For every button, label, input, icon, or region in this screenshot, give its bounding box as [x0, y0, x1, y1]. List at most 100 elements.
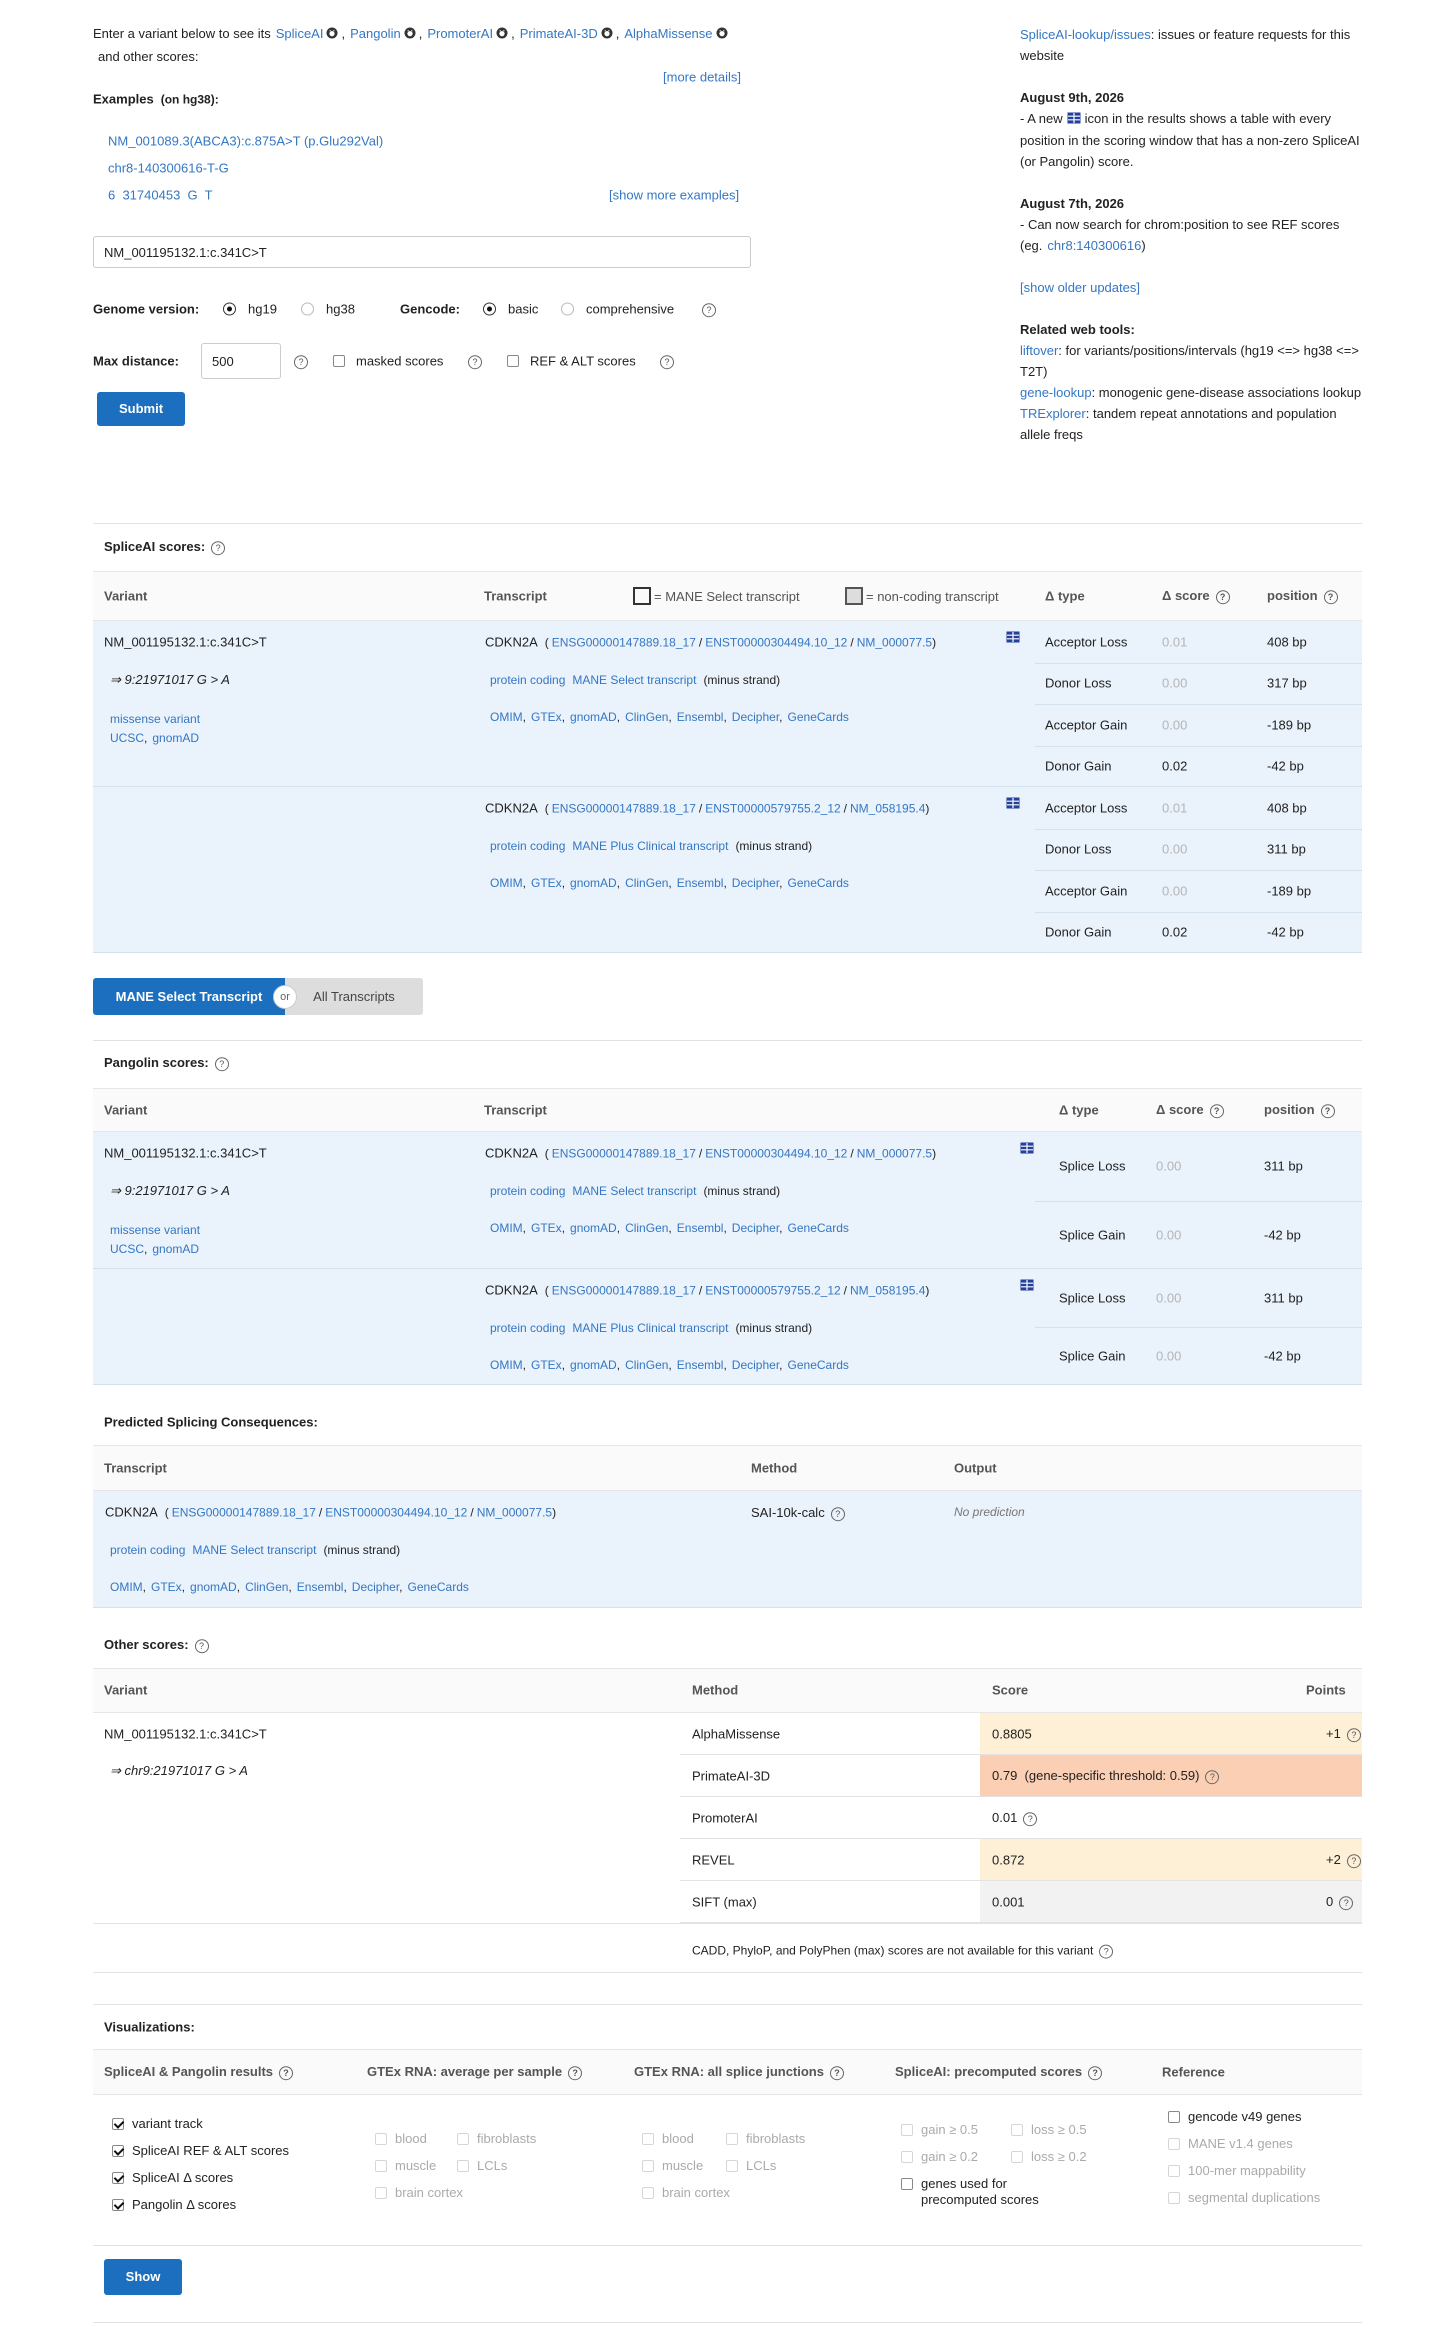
transcript-id[interactable]: ENSG00000147889.18_17 [551, 1283, 696, 1298]
resource-link[interactable]: GTEx [151, 1580, 182, 1594]
transcript-tag[interactable]: MANE Select transcript [572, 673, 697, 687]
resource-link[interactable]: ClinGen [625, 876, 669, 890]
resource-link[interactable]: OMIM [490, 1221, 523, 1235]
update-link[interactable]: chr8:140300616 [1047, 238, 1142, 254]
resource-link[interactable]: gnomAD [570, 876, 617, 890]
resource-link[interactable]: GTEx [531, 876, 562, 890]
checkbox[interactable] [1168, 2111, 1180, 2123]
help-icon[interactable]: ? [1320, 1103, 1335, 1118]
checkbox[interactable] [112, 2118, 124, 2130]
show-button[interactable]: Show [104, 2259, 182, 2295]
transcript-id[interactable]: ENSG00000147889.18_17 [551, 635, 696, 650]
resource-link[interactable]: OMIM [490, 710, 523, 724]
help-icon[interactable]: ? [1209, 1103, 1224, 1118]
transcript-id[interactable]: ENST00000304494.10_12 [705, 1146, 848, 1161]
resource-link[interactable]: GTEx [531, 1358, 562, 1372]
submit-button[interactable]: Submit [97, 392, 185, 426]
help-icon[interactable]: ? [194, 1638, 209, 1653]
help-icon[interactable]: ? [1346, 1853, 1361, 1868]
transcript-tag[interactable]: MANE Plus Clinical transcript [572, 839, 729, 853]
consequence-link[interactable]: missense variant [110, 712, 201, 726]
help-icon[interactable]: ? [211, 540, 226, 555]
show-more-link[interactable]: [show more examples] [609, 187, 740, 203]
help-icon[interactable]: ? [660, 354, 674, 369]
max-distance-input[interactable]: 500 [201, 343, 281, 379]
help-icon[interactable]: ? [1099, 1944, 1114, 1959]
table-icon[interactable] [1006, 631, 1020, 643]
variant-link[interactable]: gnomAD [152, 731, 200, 745]
resource-link[interactable]: gnomAD [570, 1358, 617, 1372]
transcript-id[interactable]: NM_000077.5 [856, 1146, 933, 1161]
tool-link[interactable]: PromoterAI [427, 26, 494, 41]
table-icon[interactable] [1020, 1142, 1034, 1154]
help-icon[interactable]: ? [1215, 589, 1230, 604]
resource-link[interactable]: GeneCards [787, 876, 849, 890]
tool-link[interactable]: AlphaMissense [624, 26, 713, 41]
transcript-id[interactable]: ENST00000579755.2_12 [705, 801, 841, 816]
resource-link[interactable]: gnomAD [570, 710, 617, 724]
variant-input[interactable]: NM_001195132.1:c.341C>T [93, 236, 751, 268]
help-icon[interactable]: ? [468, 354, 482, 369]
tool-link[interactable]: Pangolin [350, 26, 401, 41]
resource-link[interactable]: Decipher [731, 1221, 780, 1235]
transcript-id[interactable]: ENST00000304494.10_12 [705, 635, 848, 650]
resource-link[interactable]: GTEx [531, 710, 562, 724]
table-icon[interactable] [1020, 1279, 1034, 1291]
help-icon[interactable]: ? [830, 1506, 845, 1521]
help-icon[interactable]: ? [568, 2065, 583, 2080]
transcript-tag[interactable]: MANE Select transcript [192, 1543, 317, 1557]
resource-link[interactable]: gnomAD [190, 1580, 237, 1594]
help-icon[interactable]: ? [702, 302, 716, 317]
toggle-selected[interactable]: MANE Select Transcript [93, 978, 285, 1015]
resource-link[interactable]: gnomAD [570, 1221, 617, 1235]
transcript-tag[interactable]: protein coding [490, 673, 566, 687]
resource-link[interactable]: Decipher [351, 1580, 400, 1594]
issues-link[interactable]: SpliceAI-lookup/issues [1020, 27, 1151, 42]
transcript-id[interactable]: NM_000077.5 [476, 1505, 553, 1520]
help-icon[interactable]: ? [1088, 2065, 1103, 2080]
github-icon[interactable] [401, 24, 416, 46]
tool-link[interactable]: TRExplorer [1020, 406, 1086, 422]
help-icon[interactable]: ? [829, 2065, 844, 2080]
resource-link[interactable]: Decipher [731, 876, 780, 890]
resource-link[interactable]: ClinGen [625, 1221, 669, 1235]
checkbox[interactable] [112, 2172, 124, 2184]
variant-link[interactable]: UCSC [110, 1242, 145, 1256]
resource-link[interactable]: OMIM [490, 876, 523, 890]
transcript-id[interactable]: ENSG00000147889.18_17 [171, 1505, 316, 1520]
resource-link[interactable]: GeneCards [787, 1221, 849, 1235]
transcript-id[interactable]: ENST00000579755.2_12 [705, 1283, 841, 1298]
help-icon[interactable]: ? [1346, 1727, 1361, 1742]
resource-link[interactable]: ClinGen [245, 1580, 289, 1594]
transcript-id[interactable]: NM_058195.4 [850, 801, 926, 816]
example-link[interactable]: NM_001089.3(ABCA3):c.875A>T (p.Glu292Val… [108, 133, 384, 149]
checkbox[interactable] [112, 2145, 124, 2157]
tool-link[interactable]: SpliceAI [275, 26, 324, 41]
older-link[interactable]: [show older updates] [1020, 280, 1140, 296]
radio[interactable] [301, 302, 314, 316]
transcript-tag[interactable]: protein coding [490, 1321, 566, 1335]
github-icon[interactable] [598, 24, 613, 46]
resource-link[interactable]: Ensembl [676, 1358, 724, 1372]
resource-link[interactable]: Ensembl [676, 1221, 724, 1235]
github-icon[interactable] [323, 24, 338, 46]
resource-link[interactable]: ClinGen [625, 1358, 669, 1372]
transcript-tag[interactable]: MANE Select transcript [572, 1184, 697, 1198]
resource-link[interactable]: Ensembl [676, 710, 724, 724]
resource-link[interactable]: Ensembl [296, 1580, 344, 1594]
table-icon[interactable] [1067, 109, 1081, 130]
more-details-link[interactable]: [more details] [663, 69, 742, 85]
help-icon[interactable]: ? [1205, 1769, 1220, 1784]
help-icon[interactable]: ? [294, 354, 308, 369]
radio[interactable] [483, 302, 496, 316]
checkbox[interactable] [333, 355, 345, 367]
transcript-id[interactable]: NM_000077.5 [856, 635, 933, 650]
table-icon[interactable] [1006, 797, 1020, 809]
tool-link[interactable]: gene-lookup [1020, 385, 1092, 401]
github-icon[interactable] [493, 24, 508, 46]
help-icon[interactable]: ? [1023, 1811, 1038, 1826]
example-link[interactable]: 6 31740453 G T [108, 187, 213, 203]
checkbox[interactable] [507, 355, 519, 367]
radio[interactable] [561, 302, 574, 316]
resource-link[interactable]: OMIM [110, 1580, 143, 1594]
